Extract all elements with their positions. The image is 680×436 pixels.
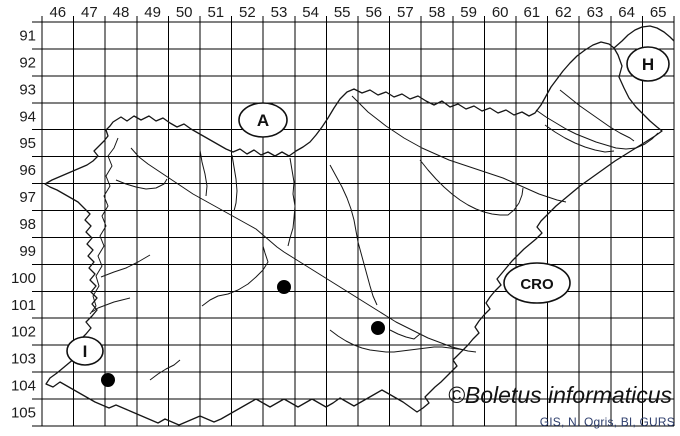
x-axis-label: 46 xyxy=(49,4,66,21)
river-mirna xyxy=(389,329,421,340)
x-axis-label: 60 xyxy=(492,4,509,21)
x-axis-label: 51 xyxy=(207,4,224,21)
y-axis-label: 97 xyxy=(19,189,36,206)
y-axis-label: 101 xyxy=(11,297,36,314)
river-krka xyxy=(329,329,466,353)
y-axis-label: 99 xyxy=(19,243,36,260)
y-axis-label: 100 xyxy=(11,270,36,287)
y-axis-label: 93 xyxy=(19,81,36,98)
x-axis-label: 54 xyxy=(302,4,319,21)
occurrence-dot[interactable] xyxy=(371,321,385,335)
x-axis-label: 62 xyxy=(555,4,572,21)
country-borders xyxy=(44,25,675,426)
river-kokra xyxy=(231,154,238,212)
country-label-italy: I xyxy=(83,342,88,361)
river-sava xyxy=(130,147,477,353)
slovenia-border-outline xyxy=(44,41,663,426)
attribution-text: GIS, N. Ogris, BI, GURS xyxy=(539,415,675,429)
x-axis-label: 61 xyxy=(523,4,540,21)
grid-lines xyxy=(41,21,675,427)
x-axis-label: 47 xyxy=(81,4,98,21)
river-ledava xyxy=(559,89,635,142)
river-reka xyxy=(149,359,181,381)
river-ljubljanica xyxy=(201,245,269,307)
austria-hungary-border xyxy=(613,25,675,49)
y-axis-label: 95 xyxy=(19,135,36,152)
y-axis-label: 94 xyxy=(19,108,36,125)
y-axis-label: 98 xyxy=(19,216,36,233)
x-axis-label: 52 xyxy=(239,4,256,21)
river-idrijca xyxy=(100,254,151,278)
river-mura xyxy=(535,109,659,150)
x-axis-label: 64 xyxy=(618,4,635,21)
river-trziska-bistrica xyxy=(199,149,208,197)
country-oval-hungary xyxy=(626,46,670,82)
x-axis-label: 56 xyxy=(365,4,382,21)
y-axis-label: 103 xyxy=(11,351,36,368)
y-axis-label: 104 xyxy=(11,378,36,395)
x-axis-label: 59 xyxy=(460,4,477,21)
x-axis-label: 49 xyxy=(144,4,161,21)
river-dravinja xyxy=(419,159,524,216)
x-axis-label: 57 xyxy=(397,4,414,21)
occurrence-dot[interactable] xyxy=(277,280,291,294)
x-axis-labels: 46 47 48 49 50 51 52 53 54 55 56 57 58 59 60 61 62 63 64 65 xyxy=(49,4,666,21)
country-oval-austria xyxy=(238,102,288,138)
river-vipava xyxy=(91,297,131,313)
occurrence-dot-group xyxy=(101,280,385,387)
y-axis-label: 102 xyxy=(11,324,36,341)
x-axis-label: 53 xyxy=(271,4,288,21)
x-axis-label: 65 xyxy=(650,4,667,21)
river-savinja xyxy=(329,164,378,306)
axis-ticks xyxy=(32,16,675,427)
y-axis-label: 92 xyxy=(19,54,36,71)
x-axis-label: 55 xyxy=(334,4,351,21)
river-kamniska-bistrica xyxy=(287,157,296,247)
river-soca xyxy=(89,137,119,315)
copyright-text: ©Boletus informaticus xyxy=(447,382,672,408)
y-axis-labels: 91 92 93 94 95 96 97 98 99 100 101 102 103 104 105 xyxy=(11,28,36,422)
y-axis-label: 91 xyxy=(19,28,36,45)
country-label-hungary: H xyxy=(642,55,654,74)
river-sava-bohinjka xyxy=(115,178,168,190)
river-scavnica xyxy=(544,124,615,153)
country-oval-croatia xyxy=(503,262,571,304)
x-axis-label: 48 xyxy=(113,4,130,21)
rivers xyxy=(89,89,659,381)
country-label-croatia: CRO xyxy=(520,276,554,293)
y-axis-label: 96 xyxy=(19,162,36,179)
country-label-group: A H CRO I xyxy=(66,46,670,366)
x-axis-label: 50 xyxy=(176,4,193,21)
river-drava xyxy=(351,95,567,203)
x-axis-label: 63 xyxy=(587,4,604,21)
x-axis-label: 58 xyxy=(429,4,446,21)
occurrence-dot[interactable] xyxy=(101,373,115,387)
country-label-austria: A xyxy=(257,111,269,130)
country-oval-italy xyxy=(66,336,104,366)
y-axis-label: 105 xyxy=(11,405,36,422)
